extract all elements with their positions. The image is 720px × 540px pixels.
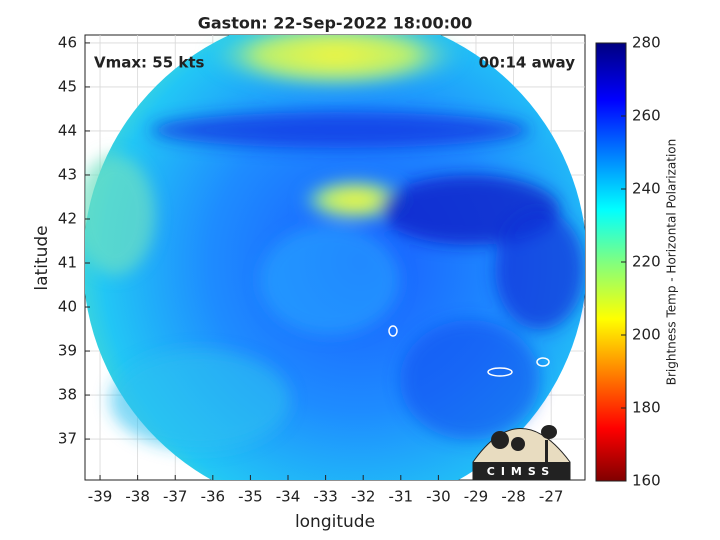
x-tick-label: -34 xyxy=(276,488,301,506)
x-axis-label: longitude xyxy=(295,512,375,532)
x-tick-label: -31 xyxy=(389,488,414,506)
y-tick-label: 45 xyxy=(58,77,77,95)
x-tick-label: -33 xyxy=(313,488,338,506)
x-tick-label: -37 xyxy=(163,488,188,506)
y-tick-label: 41 xyxy=(58,254,77,272)
y-tick-label: 40 xyxy=(58,298,77,316)
annotation: Vmax: 55 kts xyxy=(94,54,204,72)
x-tick-label: -38 xyxy=(125,488,150,506)
y-tick-label: 37 xyxy=(58,430,77,448)
satellite-image xyxy=(85,35,585,480)
x-tick-label: -32 xyxy=(351,488,376,506)
y-tick-label: 43 xyxy=(58,165,77,183)
y-axis-label: latitude xyxy=(32,225,52,290)
logo-text: CIMSS xyxy=(487,465,555,478)
colorbar-tick-label: 260 xyxy=(632,107,661,125)
colorbar-tick-label: 200 xyxy=(632,326,661,344)
x-tick-label: -28 xyxy=(501,488,526,506)
logo: CIMSS xyxy=(472,425,571,481)
y-tick-label: 44 xyxy=(58,121,77,139)
colorbar-tick-label: 220 xyxy=(632,253,661,271)
y-tick-label: 38 xyxy=(58,386,77,404)
chart-title: Gaston: 22-Sep-2022 18:00:00 xyxy=(198,14,473,33)
colorbar-tick-label: 160 xyxy=(632,472,661,490)
x-tick-label: -27 xyxy=(539,488,564,506)
x-tick-label: -29 xyxy=(464,488,489,506)
x-tick-label: -39 xyxy=(88,488,113,506)
y-tick-label: 39 xyxy=(58,342,77,360)
y-tick-label: 46 xyxy=(58,33,77,51)
colorbar-label: Brightness Temp - Horizontal Polarizatio… xyxy=(665,139,679,386)
colorbar-tick-label: 180 xyxy=(632,399,661,417)
x-tick-label: -30 xyxy=(426,488,451,506)
colorbar-tick-label: 280 xyxy=(632,34,661,52)
y-tick-label: 42 xyxy=(58,209,77,227)
colorbar-tick-label: 240 xyxy=(632,180,661,198)
x-tick-label: -36 xyxy=(201,488,226,506)
x-tick-label: -35 xyxy=(238,488,263,506)
annotation: 00:14 away xyxy=(479,54,576,72)
